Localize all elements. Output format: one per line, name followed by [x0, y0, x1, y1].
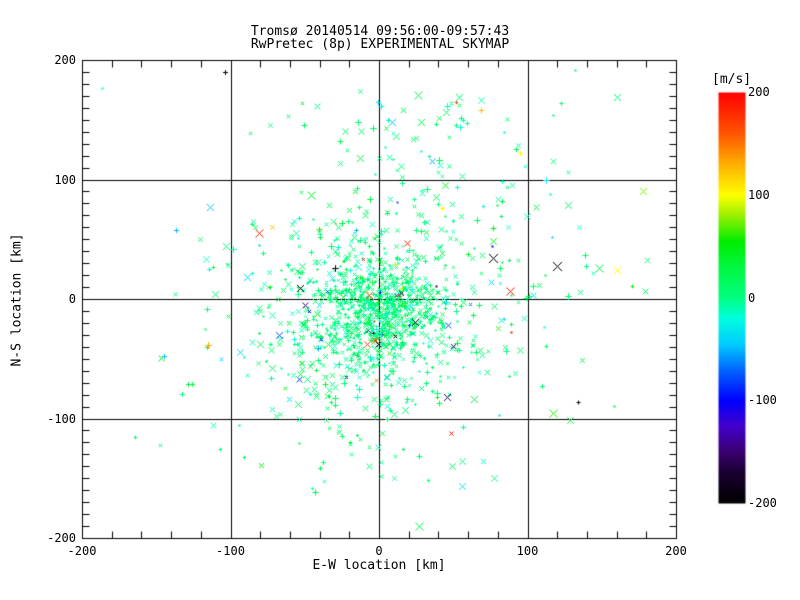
x-tick-label: 200: [665, 544, 687, 558]
plot-title: Tromsø 20140514 09:56:00-09:57:43: [250, 24, 510, 39]
y-tick-label: 0: [68, 292, 76, 306]
y-axis-label: N-S location [km]: [9, 233, 25, 367]
y-tick-label: 200: [54, 53, 76, 67]
x-tick-label: 100: [516, 544, 539, 558]
plot-subtitle: RwPretec (8p) EXPERIMENTAL SKYMAP: [250, 37, 510, 52]
y-tick-label: -200: [47, 531, 76, 545]
colorbar-tick-label: 0: [748, 290, 756, 305]
colorbar-tick-label: 200: [748, 85, 770, 99]
x-tick-label: -100: [216, 544, 245, 558]
x-tick-label: -200: [67, 544, 97, 558]
colorbar-tick-label: 100: [748, 187, 770, 202]
colorbar-tick-label: -100: [748, 393, 777, 408]
y-tick-label: -100: [47, 411, 76, 426]
colorbar-unit-label: [m/s]: [712, 72, 752, 87]
x-tick-label: 0: [375, 544, 383, 558]
x-axis-label: E-W location [km]: [312, 558, 446, 573]
y-tick-label: 100: [54, 172, 76, 187]
colorbar-tick-label: -200: [748, 496, 777, 510]
